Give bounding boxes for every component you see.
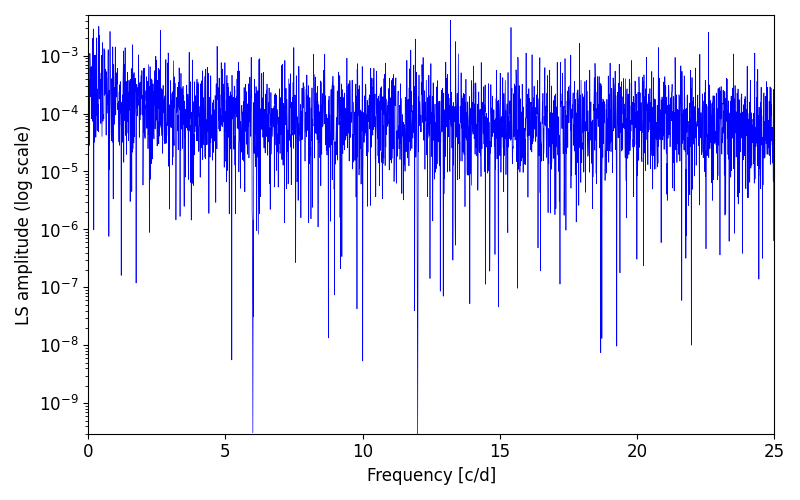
Y-axis label: LS amplitude (log scale): LS amplitude (log scale) [15, 124, 33, 324]
X-axis label: Frequency [c/d]: Frequency [c/d] [366, 467, 496, 485]
